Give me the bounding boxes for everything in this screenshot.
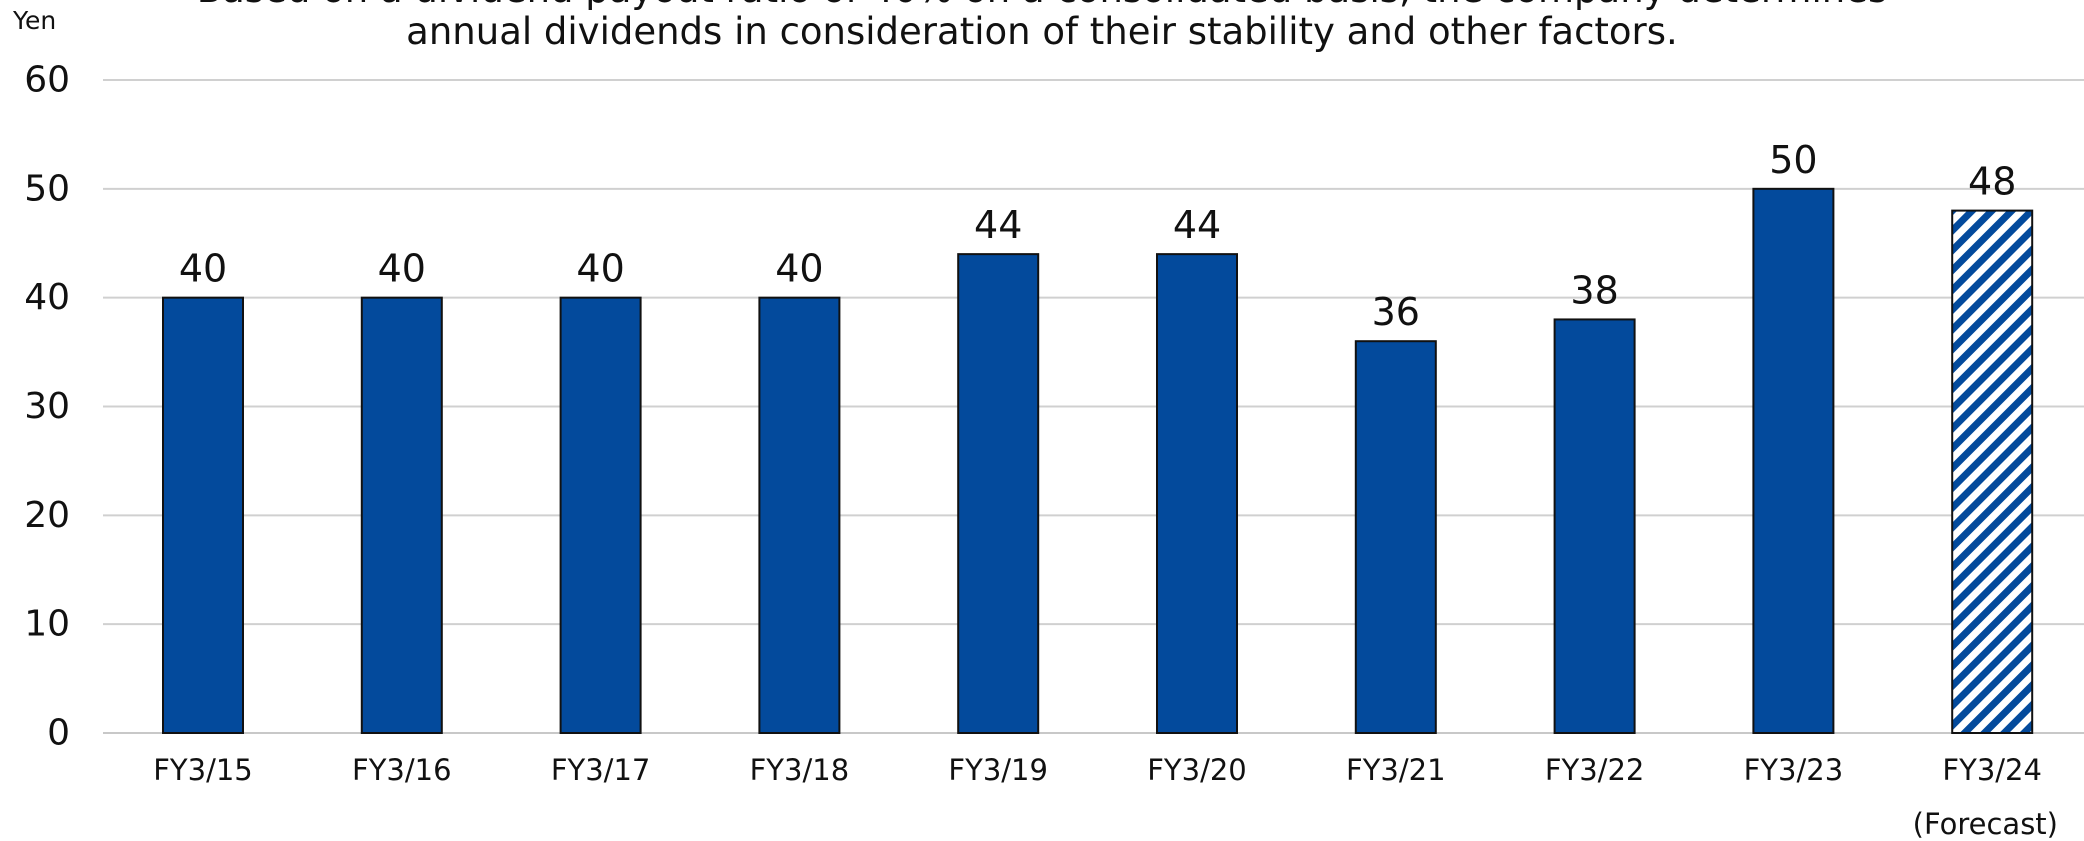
x-tick-label: FY3/21 (1346, 753, 1446, 787)
data-label: 40 (576, 247, 624, 291)
data-label: 36 (1372, 290, 1420, 334)
x-tick-label: FY3/20 (1147, 753, 1247, 787)
data-labels: 40 40 40 40 44 44 36 38 50 48 (179, 138, 2017, 334)
x-tick-label: FY3/22 (1545, 753, 1645, 787)
bar (957, 253, 1040, 734)
x-axis-ticks: FY3/15 FY3/16 FY3/17 FY3/18 FY3/19 FY3/20 FY3/… (153, 753, 2058, 841)
y-tick-label: 40 (24, 277, 70, 318)
x-tick-label: FY3/24 (1942, 753, 2042, 787)
data-label: 40 (179, 247, 227, 291)
y-tick-label: 60 (24, 60, 70, 101)
bar (360, 296, 443, 734)
y-axis-unit-label: Yen (12, 6, 56, 35)
x-tick-label: FY3/15 (153, 753, 253, 787)
y-tick-label: 50 (24, 168, 70, 209)
data-label: 44 (974, 203, 1022, 247)
bar (1354, 340, 1437, 734)
x-tick-label: FY3/16 (352, 753, 452, 787)
y-axis-ticks: 0 10 20 30 40 50 60 (24, 60, 70, 754)
bar (1156, 253, 1238, 734)
bar-forecast (1951, 209, 2034, 735)
y-tick-label: 20 (24, 495, 70, 536)
x-tick-label: FY3/18 (750, 753, 850, 787)
bar (758, 296, 841, 734)
x-tick-label: FY3/17 (551, 753, 651, 787)
data-label: 44 (1173, 203, 1221, 247)
title-line-1: Based on a dividend payout ratio of 40% … (197, 0, 1887, 11)
data-label: 40 (775, 247, 823, 291)
bar (162, 296, 244, 734)
data-label: 38 (1570, 268, 1618, 312)
data-label: 50 (1769, 138, 1817, 182)
x-tick-label: FY3/23 (1744, 753, 1844, 787)
bar (559, 296, 642, 734)
chart-title: Based on a dividend payout ratio of 40% … (197, 0, 1887, 53)
bar (1752, 187, 1835, 735)
data-label: 48 (1968, 160, 2016, 204)
y-tick-label: 30 (24, 386, 70, 427)
data-label: 40 (378, 247, 426, 291)
y-tick-label: 10 (24, 604, 70, 645)
title-line-2: annual dividends in consideration of the… (406, 10, 1678, 53)
bar (1553, 318, 1636, 734)
y-tick-label: 0 (47, 713, 70, 754)
forecast-note: (Forecast) (1913, 807, 2058, 841)
x-tick-label: FY3/19 (948, 753, 1048, 787)
bars (162, 187, 2034, 735)
